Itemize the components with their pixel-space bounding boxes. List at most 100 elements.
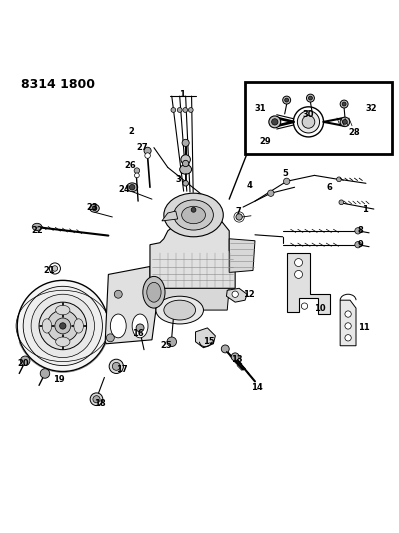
Circle shape [182, 160, 189, 167]
Circle shape [52, 266, 57, 271]
Circle shape [345, 323, 351, 329]
Circle shape [183, 108, 188, 112]
Circle shape [40, 369, 50, 378]
Ellipse shape [126, 183, 138, 192]
Text: 30: 30 [302, 110, 314, 119]
Ellipse shape [180, 165, 192, 174]
Text: 11: 11 [358, 324, 370, 333]
Circle shape [144, 290, 152, 298]
Circle shape [236, 214, 242, 220]
Polygon shape [227, 288, 247, 302]
Ellipse shape [32, 223, 42, 230]
Polygon shape [340, 300, 356, 346]
Text: 25: 25 [160, 341, 172, 350]
Circle shape [340, 100, 348, 108]
Text: 5: 5 [283, 169, 288, 178]
Text: 3: 3 [176, 175, 182, 184]
Circle shape [107, 334, 114, 342]
Text: 2: 2 [128, 127, 134, 136]
Circle shape [283, 96, 290, 104]
Ellipse shape [90, 204, 99, 212]
Circle shape [31, 294, 95, 358]
Circle shape [20, 356, 30, 366]
Text: 19: 19 [53, 375, 65, 384]
Circle shape [340, 117, 350, 127]
Text: 28: 28 [348, 128, 360, 137]
Text: 24: 24 [118, 185, 130, 193]
Polygon shape [154, 287, 229, 310]
Ellipse shape [56, 337, 70, 346]
Circle shape [188, 108, 193, 112]
Circle shape [339, 200, 344, 205]
Text: 1: 1 [179, 90, 185, 99]
Text: 27: 27 [136, 143, 148, 152]
Circle shape [294, 270, 302, 278]
Text: 10: 10 [314, 304, 326, 312]
Ellipse shape [156, 296, 203, 324]
Polygon shape [196, 328, 215, 348]
Circle shape [17, 280, 109, 372]
Text: 7: 7 [235, 206, 241, 215]
Circle shape [345, 311, 351, 317]
Circle shape [221, 345, 229, 353]
Circle shape [177, 108, 182, 112]
Circle shape [231, 353, 239, 361]
Circle shape [171, 108, 176, 112]
Circle shape [167, 337, 176, 346]
Circle shape [181, 155, 190, 164]
Text: 17: 17 [116, 365, 128, 374]
Text: 14: 14 [251, 383, 263, 392]
Polygon shape [105, 266, 156, 344]
Circle shape [272, 119, 278, 125]
Text: 1: 1 [362, 205, 368, 214]
Ellipse shape [143, 277, 165, 308]
Circle shape [114, 290, 122, 298]
Circle shape [269, 116, 281, 128]
Polygon shape [162, 211, 178, 221]
Bar [247, 84, 390, 151]
Circle shape [191, 207, 196, 212]
Text: 26: 26 [124, 161, 136, 170]
Circle shape [92, 206, 97, 211]
Polygon shape [229, 239, 255, 272]
Polygon shape [150, 215, 235, 288]
Circle shape [55, 318, 71, 334]
Circle shape [285, 98, 288, 102]
Circle shape [134, 168, 140, 173]
Ellipse shape [182, 206, 205, 224]
Ellipse shape [111, 314, 126, 338]
Ellipse shape [164, 193, 223, 237]
Polygon shape [286, 253, 330, 314]
Circle shape [308, 96, 312, 100]
Ellipse shape [164, 300, 196, 320]
Circle shape [342, 119, 347, 124]
Circle shape [93, 395, 100, 403]
Text: 22: 22 [31, 227, 43, 236]
Circle shape [302, 116, 315, 128]
Ellipse shape [132, 314, 148, 338]
Circle shape [337, 177, 342, 182]
Circle shape [284, 178, 290, 184]
Circle shape [49, 263, 60, 274]
Circle shape [232, 291, 238, 297]
Ellipse shape [174, 200, 213, 230]
Bar [245, 82, 392, 154]
Circle shape [345, 335, 351, 341]
Circle shape [294, 259, 302, 266]
Circle shape [182, 139, 189, 147]
Circle shape [129, 184, 135, 190]
Text: 15: 15 [203, 337, 215, 346]
Ellipse shape [42, 319, 52, 333]
Circle shape [144, 147, 151, 155]
Text: 32: 32 [366, 103, 377, 112]
Ellipse shape [147, 282, 161, 302]
Circle shape [183, 181, 188, 186]
Circle shape [301, 303, 308, 309]
Text: 8: 8 [358, 227, 364, 236]
Circle shape [23, 286, 103, 366]
Circle shape [90, 393, 103, 406]
Text: 4: 4 [247, 181, 253, 190]
Text: 23: 23 [87, 203, 98, 212]
Text: 12: 12 [243, 290, 255, 298]
Circle shape [134, 173, 139, 177]
